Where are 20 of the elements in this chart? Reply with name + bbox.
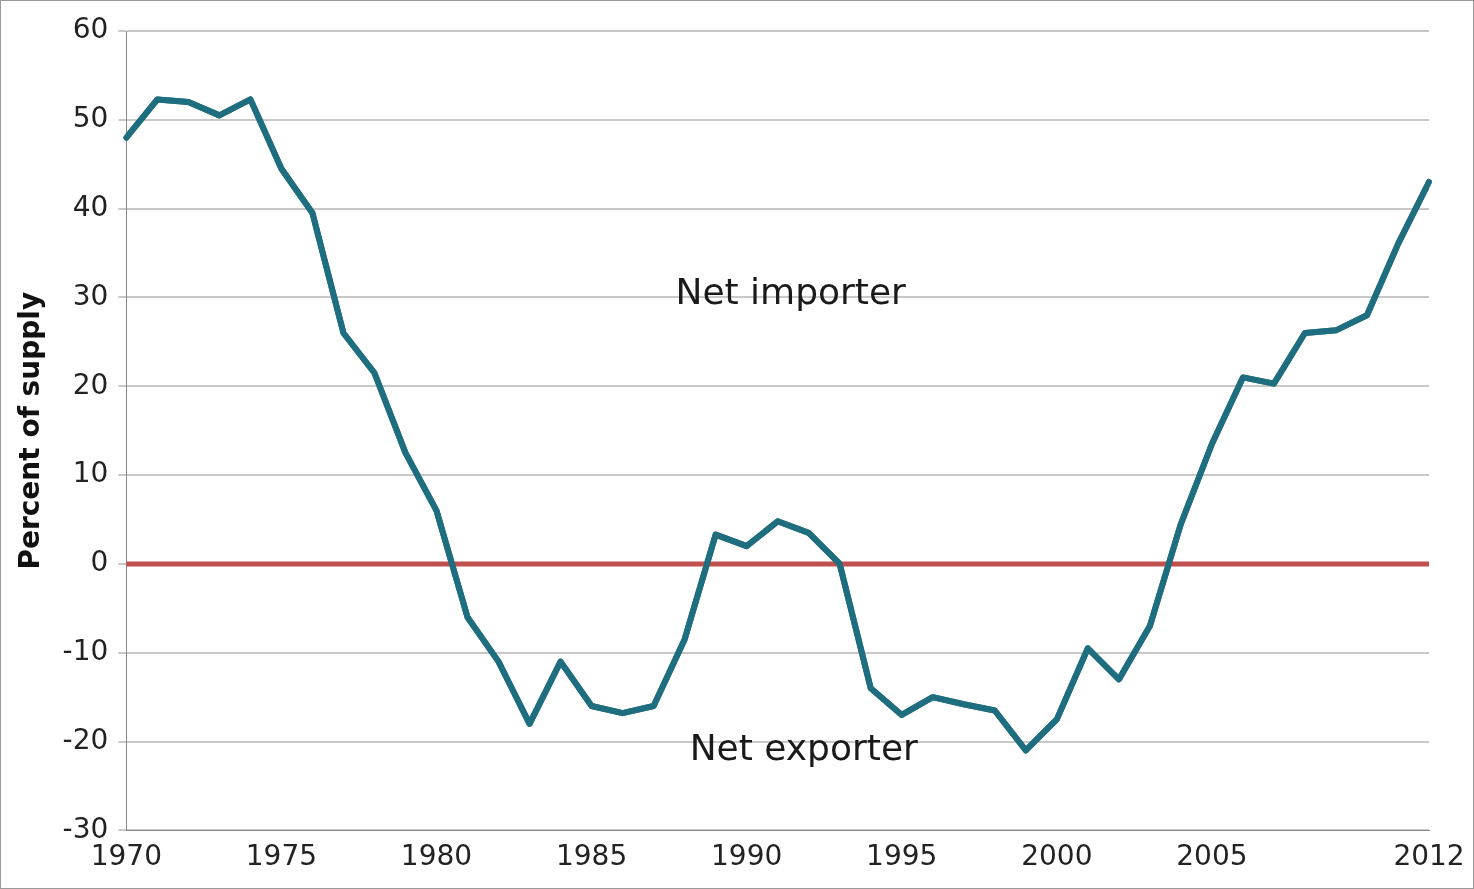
x-tick-label: 1985 — [555, 839, 628, 873]
y-tick-label: 10 — [72, 456, 109, 490]
y-tick-label: 20 — [72, 367, 109, 401]
x-tick-label: 1995 — [866, 839, 938, 873]
x-tick-label: 1980 — [400, 839, 473, 873]
y-tick-label: 30 — [72, 278, 109, 312]
y-tick-label: 0 — [90, 545, 109, 579]
y-tick-label: 50 — [72, 101, 109, 135]
x-tick-label: 2012 — [1393, 839, 1465, 873]
y-tick-label: -10 — [62, 634, 109, 668]
annotation: Net exporter — [689, 726, 919, 768]
y-axis-title: Percent of supply — [13, 291, 47, 570]
x-tick-label: 2005 — [1176, 839, 1248, 873]
y-tick-label: 60 — [72, 12, 109, 46]
y-tick-label: 40 — [72, 189, 109, 223]
x-tick-label: 1975 — [245, 839, 318, 873]
annotation: Net importer — [675, 271, 907, 313]
y-tick-label: -20 — [62, 722, 109, 756]
x-tick-label: 1990 — [711, 839, 783, 873]
x-tick-label: 2000 — [1021, 839, 1093, 873]
